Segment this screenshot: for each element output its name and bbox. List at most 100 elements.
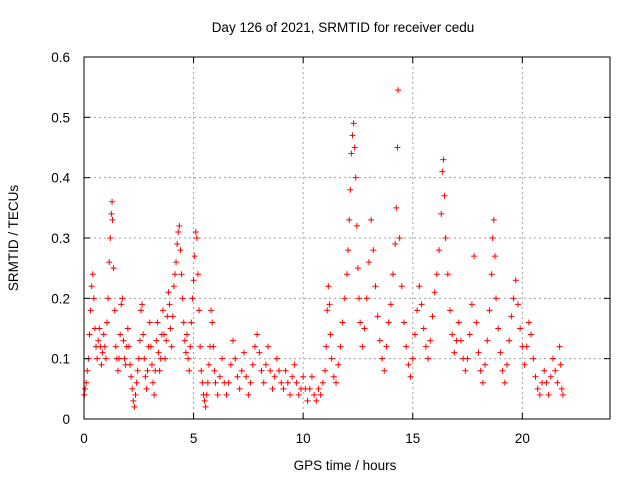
data-point bbox=[199, 379, 206, 386]
data-point bbox=[211, 367, 218, 374]
data-point bbox=[128, 373, 135, 380]
data-point bbox=[169, 313, 176, 320]
data-point bbox=[339, 319, 346, 326]
data-point bbox=[447, 307, 454, 314]
data-point bbox=[349, 132, 356, 139]
data-point bbox=[361, 325, 368, 332]
y-tick-label: 0.6 bbox=[51, 50, 70, 65]
data-point bbox=[119, 295, 126, 302]
x-axis-label: GPS time / hours bbox=[294, 458, 397, 473]
data-point bbox=[155, 349, 162, 356]
data-point bbox=[517, 325, 524, 332]
data-point bbox=[194, 271, 201, 278]
data-point bbox=[322, 367, 329, 374]
data-point bbox=[106, 259, 113, 266]
data-point bbox=[479, 379, 486, 386]
data-point bbox=[344, 271, 350, 278]
data-point bbox=[392, 241, 399, 248]
data-point bbox=[491, 253, 498, 260]
data-point bbox=[254, 331, 261, 338]
data-point bbox=[160, 331, 167, 338]
data-point bbox=[94, 355, 101, 362]
data-point bbox=[464, 355, 471, 362]
data-point bbox=[300, 373, 307, 380]
data-point bbox=[269, 385, 276, 392]
x-tick-label: 0 bbox=[80, 431, 88, 446]
data-point bbox=[403, 343, 410, 350]
chart-title: Day 126 of 2021, SRMTID for receiver ced… bbox=[212, 20, 475, 35]
data-point bbox=[444, 271, 451, 278]
y-tick-label: 0 bbox=[62, 412, 70, 427]
data-point bbox=[393, 204, 400, 211]
x-tick-label: 5 bbox=[190, 431, 198, 446]
data-point bbox=[87, 307, 94, 314]
data-point bbox=[240, 349, 247, 356]
data-point bbox=[182, 349, 189, 356]
data-point bbox=[110, 265, 117, 272]
data-point bbox=[370, 247, 377, 254]
data-point bbox=[363, 295, 370, 302]
data-point bbox=[84, 367, 91, 374]
data-point bbox=[212, 379, 219, 386]
x-tick-label: 20 bbox=[515, 431, 530, 446]
data-point bbox=[411, 331, 418, 338]
data-point bbox=[251, 343, 258, 350]
data-point bbox=[99, 349, 106, 356]
data-point bbox=[108, 210, 115, 217]
data-point bbox=[550, 355, 557, 362]
data-point bbox=[438, 210, 445, 217]
data-point bbox=[96, 325, 103, 332]
data-point bbox=[385, 319, 392, 326]
axis-ticks bbox=[83, 56, 610, 420]
data-point bbox=[499, 367, 506, 374]
data-point bbox=[278, 379, 285, 386]
data-point bbox=[146, 319, 153, 326]
data-point bbox=[98, 361, 105, 368]
data-point bbox=[86, 331, 93, 338]
data-point bbox=[132, 391, 139, 398]
data-point bbox=[387, 301, 394, 308]
data-point bbox=[457, 337, 464, 344]
data-point bbox=[436, 247, 443, 254]
data-point bbox=[347, 186, 354, 193]
data-point bbox=[394, 144, 401, 151]
data-point bbox=[405, 361, 412, 368]
data-point bbox=[150, 379, 157, 386]
data-point bbox=[105, 295, 112, 302]
data-point bbox=[142, 373, 149, 380]
data-point bbox=[427, 337, 434, 344]
y-tick-label: 0.5 bbox=[51, 110, 70, 125]
data-point bbox=[471, 253, 478, 260]
grid-lines bbox=[84, 57, 610, 419]
data-point bbox=[425, 355, 432, 362]
data-point bbox=[203, 391, 210, 398]
data-point bbox=[473, 319, 480, 326]
data-point bbox=[475, 349, 482, 356]
data-point bbox=[120, 337, 127, 344]
data-point bbox=[528, 331, 535, 338]
data-point bbox=[271, 373, 278, 380]
data-point bbox=[177, 247, 184, 254]
data-point bbox=[379, 355, 386, 362]
data-point bbox=[440, 156, 447, 163]
data-point bbox=[558, 385, 565, 392]
data-point bbox=[556, 343, 563, 350]
data-point bbox=[236, 385, 243, 392]
data-point bbox=[462, 367, 469, 374]
data-point bbox=[232, 355, 239, 362]
data-point bbox=[104, 319, 111, 326]
data-point bbox=[451, 349, 458, 356]
data-point bbox=[442, 235, 449, 241]
y-tick-label: 0.2 bbox=[51, 291, 70, 306]
data-point bbox=[348, 150, 355, 157]
data-point bbox=[184, 331, 191, 338]
data-point bbox=[265, 343, 272, 350]
data-point bbox=[168, 343, 175, 350]
data-point bbox=[543, 379, 550, 386]
data-point bbox=[559, 391, 566, 398]
data-point bbox=[124, 325, 131, 332]
data-point bbox=[372, 283, 379, 290]
data-point bbox=[414, 307, 421, 314]
data-point bbox=[111, 307, 118, 314]
